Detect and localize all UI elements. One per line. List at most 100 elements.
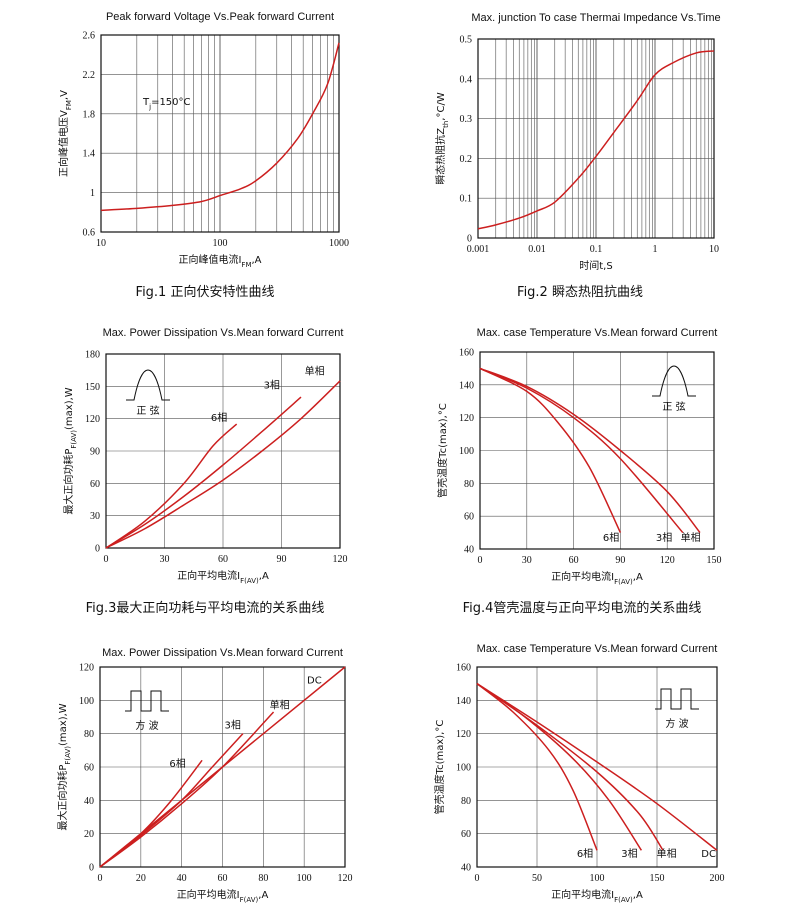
x-tick-label: 0.01: [528, 244, 546, 255]
chart-title: Max. junction To case Thermai Impedance …: [471, 12, 720, 24]
series-label: 6相: [577, 847, 593, 860]
y-axis-label: 瞬态热阻抗Zth,°C/W: [434, 92, 450, 185]
y-tick-label: 80: [461, 796, 471, 807]
y-tick-label: 0.5: [460, 35, 473, 46]
square-wave-icon: 方 波: [125, 690, 169, 732]
x-axis-label: 正向平均电流IF(AV),A: [177, 888, 269, 904]
y-tick-label: 1: [90, 188, 95, 199]
x-axis-label: 正向峰值电流IFM,A: [178, 253, 261, 269]
series-label: 6相: [169, 757, 185, 770]
x-tick-label: 30: [522, 555, 532, 566]
x-tick-label: 0: [98, 873, 103, 884]
chart-c6: Max. case Temperature Vs.Mean forward Cu…: [433, 643, 725, 904]
y-tick-label: 1.4: [83, 149, 96, 160]
x-tick-label: 200: [710, 873, 725, 884]
y-axis-label: 最大正向功耗PF(AV)(max),W: [62, 387, 78, 514]
square-wave-icon: 方 波: [655, 688, 699, 730]
y-tick-label: 40: [84, 796, 94, 807]
sine-wave-path: [126, 369, 170, 401]
y-tick-label: 30: [90, 511, 100, 522]
series-line-3相: [105, 396, 302, 549]
series-line-6相: [105, 423, 238, 549]
y-tick-label: 120: [85, 414, 100, 425]
y-tick-label: 40: [464, 545, 474, 556]
inset-label: 方 波: [665, 717, 688, 730]
x-tick-label: 30: [160, 554, 170, 565]
chart-c2: Max. junction To case Thermai Impedance …: [434, 12, 721, 300]
series-label: 3相: [264, 378, 280, 391]
y-tick-label: 0.2: [460, 154, 473, 165]
y-tick-label: 40: [461, 863, 471, 874]
series-line-单相: [476, 683, 664, 851]
series-line-0: [100, 42, 340, 212]
x-tick-label: 90: [615, 555, 625, 566]
x-tick-label: 10: [709, 244, 719, 255]
series-line-6相: [479, 367, 622, 533]
x-axis-label: 正向平均电流IF(AV),A: [551, 888, 643, 904]
x-tick-label: 120: [660, 555, 675, 566]
y-tick-label: 60: [461, 829, 471, 840]
y-tick-label: 0.6: [83, 228, 96, 239]
y-tick-label: 0: [95, 544, 100, 555]
y-tick-label: 120: [79, 663, 94, 674]
y-tick-label: 100: [79, 696, 94, 707]
sine-wave-icon: 正 弦: [126, 369, 170, 417]
chart-c4: Max. case Temperature Vs.Mean forward Cu…: [436, 327, 722, 616]
y-tick-label: 160: [459, 348, 474, 359]
x-axis-label: 时间t,S: [579, 259, 612, 272]
series-label: 3相: [621, 847, 637, 860]
x-tick-label: 60: [218, 554, 228, 565]
y-axis-label: 最大正向功耗PF(AV)(max),W: [56, 703, 72, 830]
x-tick-label: 100: [590, 873, 605, 884]
y-tick-label: 0.3: [460, 114, 473, 125]
series-label: 6相: [211, 411, 227, 424]
y-tick-label: 150: [85, 382, 100, 393]
y-tick-label: 2.6: [83, 31, 96, 42]
x-tick-label: 40: [177, 873, 187, 884]
series-line-6相: [99, 759, 203, 868]
x-tick-label: 100: [297, 873, 312, 884]
series-label: DC: [307, 676, 322, 687]
series-line-6相: [476, 683, 598, 851]
y-tick-label: 120: [459, 413, 474, 424]
x-tick-label: 90: [277, 554, 287, 565]
x-axis-label: 正向平均电流IF(AV),A: [177, 569, 269, 585]
x-tick-label: 120: [338, 873, 353, 884]
x-tick-label: 0: [475, 873, 480, 884]
inset-label: 方 波: [135, 719, 158, 732]
annotation-label: Tj=150°C: [142, 97, 191, 111]
x-axis-label: 正向平均电流IF(AV),A: [551, 570, 643, 586]
y-tick-label: 100: [459, 446, 474, 457]
x-tick-label: 1000: [329, 238, 349, 249]
series-line-DC: [99, 666, 346, 868]
y-tick-label: 0: [467, 234, 472, 245]
x-tick-label: 0.001: [467, 244, 490, 255]
inset-label: 正 弦: [136, 404, 159, 417]
y-tick-label: 2.2: [83, 70, 96, 81]
y-tick-label: 180: [85, 350, 100, 361]
y-axis-label: 管壳温度Tc(max),°C: [433, 720, 446, 815]
y-tick-label: 0.1: [460, 194, 473, 205]
x-tick-label: 60: [218, 873, 228, 884]
y-tick-label: 140: [459, 380, 474, 391]
plot-frame: [105, 353, 341, 549]
figure-caption: Fig.3最大正向功耗与平均电流的关系曲线: [86, 600, 325, 616]
square-wave-path: [655, 688, 699, 710]
series-label: 3相: [656, 531, 672, 544]
x-tick-label: 150: [650, 873, 665, 884]
chart-title: Max. Power Dissipation Vs.Mean forward C…: [103, 327, 344, 339]
x-tick-label: 120: [333, 554, 348, 565]
chart-title: Max. case Temperature Vs.Mean forward Cu…: [477, 643, 718, 655]
grid: [100, 34, 339, 233]
series-label: 3相: [225, 719, 241, 732]
series-line-3相: [479, 367, 684, 534]
chart-c3: Max. Power Dissipation Vs.Mean forward C…: [62, 327, 348, 616]
chart-title: Max. case Temperature Vs.Mean forward Cu…: [477, 327, 718, 339]
plot-frame: [100, 34, 340, 233]
x-tick-label: 150: [707, 555, 722, 566]
x-tick-label: 0.1: [590, 244, 603, 255]
x-tick-label: 60: [569, 555, 579, 566]
series-line-DC: [476, 683, 718, 851]
y-tick-label: 0.4: [460, 74, 473, 85]
